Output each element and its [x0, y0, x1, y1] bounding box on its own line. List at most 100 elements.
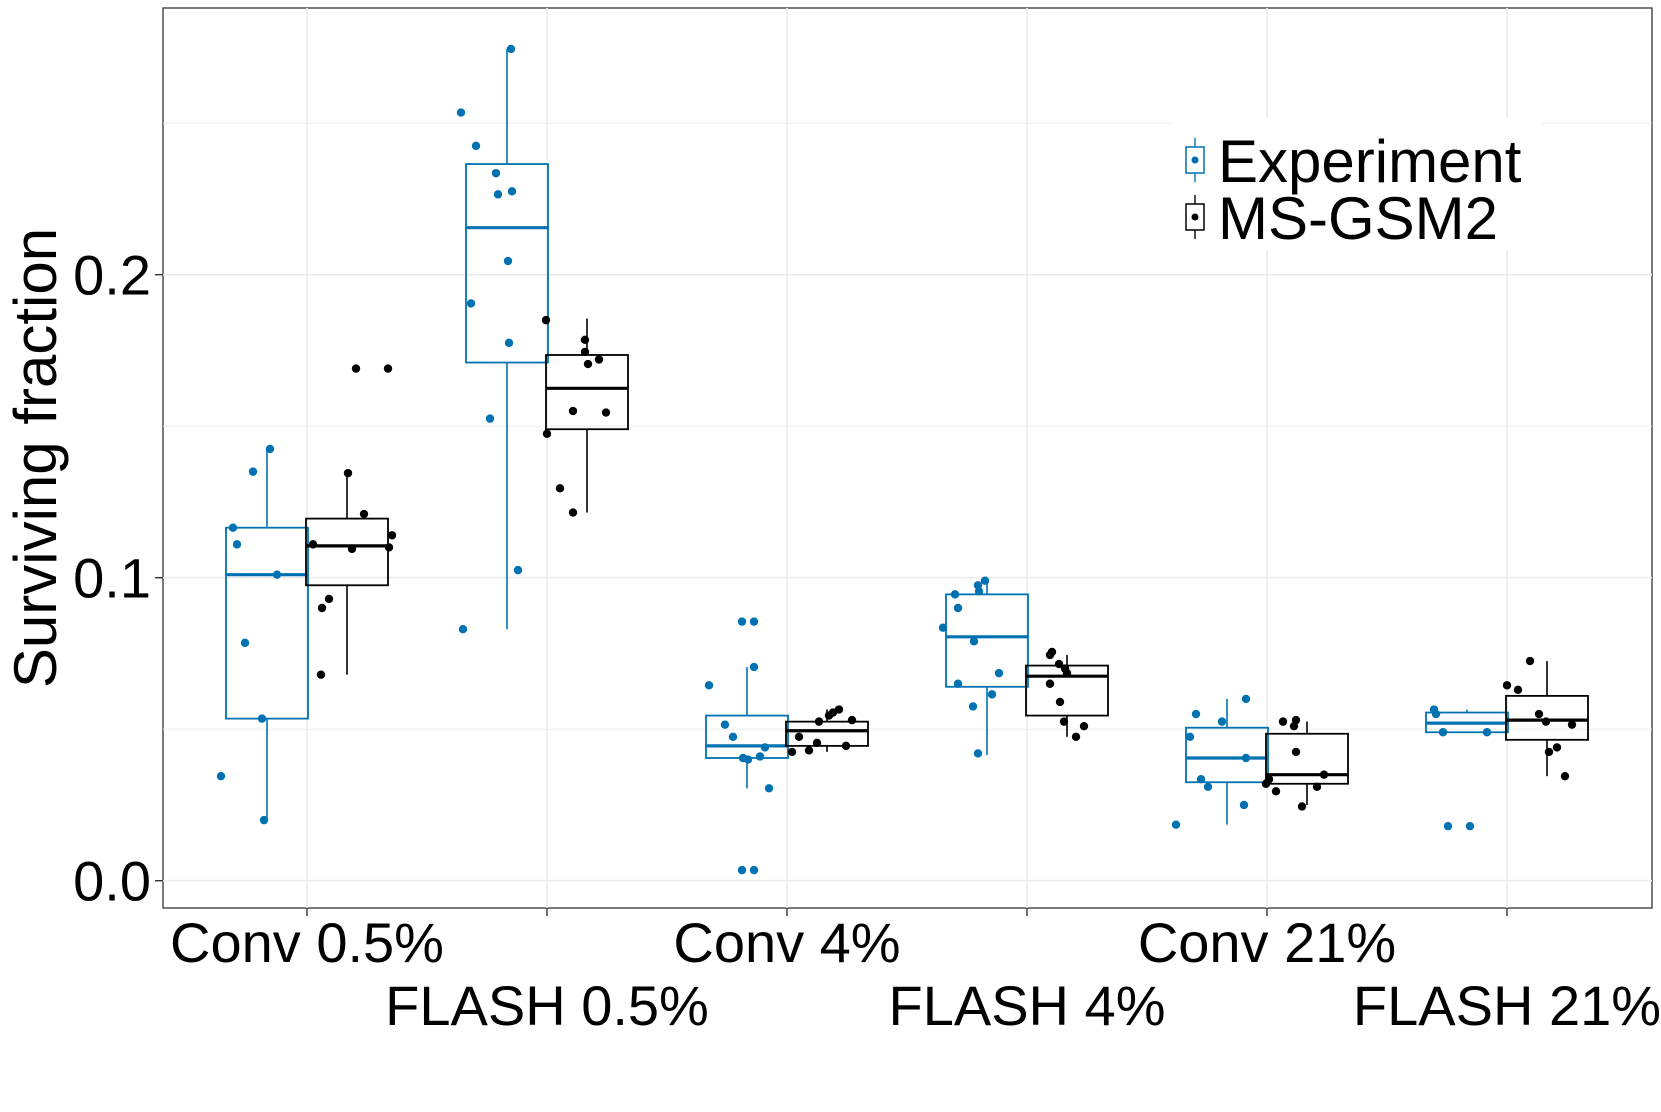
- ms-gsm2-data-point: [847, 715, 857, 725]
- experiment-data-point: [987, 690, 997, 699]
- ms-gsm2-data-point: [317, 603, 327, 613]
- experiment-data-point: [974, 587, 984, 596]
- ms-gsm2-data-point: [1552, 743, 1562, 752]
- ms-gsm2-data-point: [1513, 685, 1523, 695]
- ms-gsm2-data-point: [324, 594, 334, 604]
- ms-gsm2-data-point: [383, 364, 393, 373]
- ms-gsm2-data-point: [1291, 747, 1301, 757]
- experiment-data-point: [749, 662, 759, 672]
- ms-gsm2-data-point: [568, 508, 578, 517]
- experiment-data-point: [1465, 821, 1475, 831]
- ms-gsm2-data-point: [1567, 720, 1577, 729]
- ms-gsm2-data-point: [1319, 770, 1329, 779]
- experiment-data-point: [1482, 728, 1492, 737]
- experiment-data-point: [1241, 753, 1251, 763]
- experiment-data-point: [1171, 820, 1181, 829]
- experiment-data-point: [1241, 694, 1251, 704]
- ms-gsm2-data-point: [555, 484, 565, 493]
- experiment-data-point: [513, 565, 523, 575]
- ms-gsm2-data-point: [601, 408, 611, 417]
- ms-gsm2-data-point: [1054, 659, 1064, 669]
- ms-gsm2-data-point: [568, 406, 578, 416]
- experiment-data-point: [1203, 782, 1213, 791]
- experiment-data-point: [1443, 821, 1453, 831]
- ms-gsm2-data-point: [1271, 787, 1281, 796]
- ms-gsm2-data-point: [1297, 802, 1307, 811]
- experiment-data-point: [506, 44, 516, 54]
- experiment-data-point: [749, 865, 759, 875]
- experiment-data-point: [743, 755, 753, 764]
- experiment-data-point: [265, 444, 275, 454]
- ms-gsm2-data-point: [1055, 697, 1065, 707]
- boxes: [225, 48, 1589, 825]
- legend-label: MS-GSM2: [1218, 185, 1498, 252]
- ms-gsm2-data-point: [1059, 717, 1069, 726]
- ms-gsm2-box: [1505, 694, 1589, 741]
- ms-gsm2-data-point: [1062, 668, 1072, 678]
- experiment-data-point: [504, 338, 514, 348]
- ms-gsm2-data-point: [814, 717, 824, 726]
- experiment-data-point: [232, 540, 242, 549]
- ms-gsm2-data-point: [1079, 721, 1089, 731]
- ms-gsm2-data-point: [1312, 782, 1322, 791]
- experiment-data-point: [228, 523, 238, 532]
- ms-gsm2-data-point: [541, 315, 551, 325]
- ms-gsm2-data-point: [1544, 747, 1554, 757]
- ms-gsm2-data-point: [347, 544, 357, 554]
- y-tick-label: 0.2: [73, 244, 151, 307]
- experiment-data-point: [953, 603, 963, 613]
- experiment-data-point: [1185, 732, 1195, 741]
- experiment-data-point: [728, 732, 738, 741]
- ms-gsm2-data-point: [804, 746, 814, 755]
- ms-gsm2-data-point: [834, 705, 844, 714]
- experiment-data-point: [240, 638, 250, 648]
- ms-gsm2-box: [785, 720, 869, 747]
- ms-gsm2-data-point: [594, 355, 604, 364]
- experiment-data-point: [720, 720, 730, 729]
- experiment-data-point: [456, 108, 466, 117]
- ms-gsm2-data-point: [580, 335, 590, 345]
- experiment-data-point: [973, 749, 983, 758]
- ms-gsm2-data-point: [1502, 681, 1512, 690]
- experiment-data-point: [749, 617, 759, 626]
- y-axis-title: Surviving fraction: [2, 228, 69, 688]
- experiment-data-point: [257, 714, 267, 723]
- experiment-data-point: [704, 681, 714, 690]
- experiment-data-point: [272, 570, 282, 579]
- legend-key-point: [1191, 156, 1199, 164]
- experiment-data-point: [493, 190, 503, 199]
- legend-background: [1172, 118, 1542, 250]
- experiment-data-point: [485, 414, 495, 423]
- experiment-box: [465, 163, 549, 364]
- ms-gsm2-data-point: [812, 738, 822, 748]
- experiment-data-point: [458, 625, 468, 634]
- experiment-data-point: [760, 743, 770, 752]
- ms-gsm2-data-point: [359, 509, 369, 519]
- x-tick-label: Conv 21%: [1138, 911, 1396, 974]
- ms-gsm2-data-point: [1278, 717, 1288, 726]
- ms-gsm2-data-point: [1560, 771, 1570, 781]
- ms-gsm2-data-point: [316, 670, 326, 679]
- experiment-data-point: [737, 617, 747, 626]
- legend-key-point: [1191, 213, 1199, 221]
- experiment-data-point: [259, 815, 269, 825]
- experiment-data-point: [755, 752, 765, 761]
- ms-gsm2-data-point: [1071, 732, 1081, 741]
- experiment-data-point: [737, 865, 747, 875]
- ms-gsm2-box: [305, 517, 389, 587]
- experiment-data-point: [938, 623, 948, 632]
- ms-gsm2-data-point: [1525, 656, 1535, 666]
- experiment-data-point: [1239, 800, 1249, 810]
- ms-gsm2-data-point: [1541, 717, 1551, 726]
- experiment-data-point: [1191, 709, 1201, 719]
- experiment-data-point: [491, 168, 501, 178]
- x-tick-label: FLASH 0.5%: [385, 974, 709, 1037]
- x-tick-label: FLASH 21%: [1353, 974, 1661, 1037]
- ms-gsm2-data-point: [580, 347, 590, 357]
- experiment-data-point: [507, 187, 517, 196]
- x-tick-label: Conv 0.5%: [170, 911, 444, 974]
